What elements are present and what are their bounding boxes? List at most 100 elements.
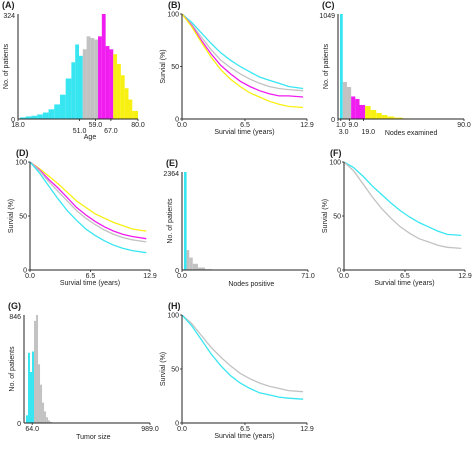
x-tick-label: 1.0 (336, 122, 346, 129)
series-line-gray (29, 161, 147, 243)
x-tick-label: 67.0 (104, 128, 118, 135)
panel-label: (D) (16, 148, 29, 158)
x-tick-label: 0.0 (339, 273, 349, 280)
x-tick-label: 18.0 (11, 122, 25, 129)
x-tick-label: 0.0 (177, 273, 187, 280)
x-axis-title: Nodes positive (228, 281, 274, 288)
histogram-bar (186, 250, 190, 270)
y-zero-label: 0 (17, 421, 21, 428)
histogram-bar (65, 78, 72, 119)
y-tick-label: 100 (167, 313, 179, 320)
x-axis-title: Tumor size (76, 434, 110, 441)
x-tick-label: 0.0 (25, 273, 35, 280)
histogram-bar (98, 36, 102, 119)
panel-label: (H) (168, 301, 181, 311)
panel-b: (B) 0 50 100 Survial (%) 0.0 6.5 12.9 Survial ti… (160, 0, 314, 136)
panel-f: (F) 0 50 100 Survial (%) 0.0 6.5 12.9 Survial ti… (322, 148, 472, 287)
x-axis-title: Survial time (years) (60, 280, 120, 287)
histogram-bar (351, 96, 356, 119)
panel-d: (D) 0 50 100 Survial (%) 0.0 6.5 12.9 Survial ti… (8, 148, 157, 287)
histogram-bar (30, 371, 33, 423)
histogram-bar (381, 114, 388, 119)
histogram-bar (376, 112, 382, 119)
y-zero-label: 0 (331, 117, 335, 124)
histogram-bar (59, 94, 66, 119)
histogram-bar (184, 172, 187, 270)
histogram-bar (40, 384, 43, 423)
y-axis-title: Survial (%) (160, 49, 167, 83)
y-axis-title: No. of patients (3, 43, 10, 89)
panel-label: (E) (166, 158, 178, 168)
x-tick-label: 6.5 (86, 273, 96, 280)
y-tick-label: 100 (329, 160, 341, 167)
histogram-bar (34, 320, 37, 423)
histogram-bar (26, 415, 29, 423)
histogram-bar (120, 75, 125, 119)
histogram-bar (117, 63, 121, 119)
panel-label: (G) (8, 301, 21, 311)
histogram-bar (31, 115, 38, 119)
x-tick-label: 12.9 (143, 273, 157, 280)
y-max-label: 846 (9, 314, 21, 321)
x-tick-label: 64.0 (25, 426, 39, 433)
histogram-bar (128, 99, 133, 119)
y-tick-label: 50 (19, 214, 27, 221)
x-tick-label: 59.0 (89, 122, 103, 129)
histogram-bar (365, 105, 371, 119)
x-tick-label: 9.0 (348, 122, 358, 129)
histogram-bar (20, 117, 26, 119)
histogram-bar (370, 109, 377, 119)
panel-c: (C) 1049 0 No. of patients 1.03.09.019.0 90.0… (319, 0, 470, 137)
histogram-bar (50, 421, 53, 423)
histogram-bar (192, 263, 198, 270)
histogram-bar (359, 104, 366, 119)
histogram-bar (346, 86, 352, 119)
y-zero-label: 0 (175, 268, 179, 275)
panel-e: (E) 2364 0 No. of patients 0.0 71.0 Nodes posi… (163, 158, 314, 288)
x-axis-title: Survial time (years) (374, 280, 434, 287)
x-tick-label: 6.5 (240, 426, 250, 433)
x-tick-label: 71.0 (301, 273, 315, 280)
histogram-bar (109, 49, 114, 119)
histogram-bar (79, 55, 83, 119)
panel-g: (G) 846 0 No. of patients 64.0 989.0 Tumor siz… (8, 301, 159, 441)
x-tick-label: 6.5 (240, 122, 250, 129)
panel-label: (F) (330, 148, 342, 158)
y-max-label: 324 (3, 13, 15, 20)
x-tick-label: 0.0 (177, 122, 187, 129)
panel-h: (H) 0 50 100 Survial (%) 0.0 6.5 12.9 Survial ti… (160, 301, 314, 440)
x-tick-label: 989.0 (141, 426, 159, 433)
x-axis-title: Age (84, 134, 97, 141)
histogram-bar (42, 112, 49, 119)
x-tick-label: 12.9 (300, 426, 314, 433)
x-axis-title: Nodes examined (385, 130, 438, 137)
histogram-bar (86, 36, 91, 119)
panel-label: (C) (322, 0, 335, 10)
histogram-bar (36, 315, 39, 423)
x-tick-label: 12.9 (300, 122, 314, 129)
histogram-bar (387, 116, 395, 119)
series-line-magenta (181, 13, 304, 98)
histogram-bar (37, 114, 43, 119)
histogram-bar (105, 46, 110, 120)
histogram-bar (48, 109, 55, 119)
histogram-bar (25, 116, 32, 119)
histogram-bar (28, 352, 31, 423)
histogram-bar (44, 411, 47, 423)
histogram-bar (90, 37, 95, 120)
x-tick-label: 19.0 (361, 129, 375, 136)
x-tick-label: 51.0 (73, 128, 87, 135)
y-max-label: 1049 (319, 13, 335, 20)
panel-label: (B) (168, 0, 181, 10)
y-axis-title: No. of patients (9, 346, 16, 392)
histogram-bar (48, 420, 51, 423)
histogram-bar (54, 104, 60, 119)
y-axis-title: No. of patients (323, 43, 330, 89)
x-axis-title: Survial time (years) (214, 433, 274, 440)
histogram-bar (340, 14, 343, 119)
series-line-cyan (29, 161, 147, 254)
panel-a: (A) 324 0 No. of patients 18.0 51.059.067.0 80… (2, 0, 145, 141)
histogram-bar (101, 14, 106, 119)
series-line-yellow (181, 13, 304, 109)
histogram-bar (355, 98, 360, 119)
